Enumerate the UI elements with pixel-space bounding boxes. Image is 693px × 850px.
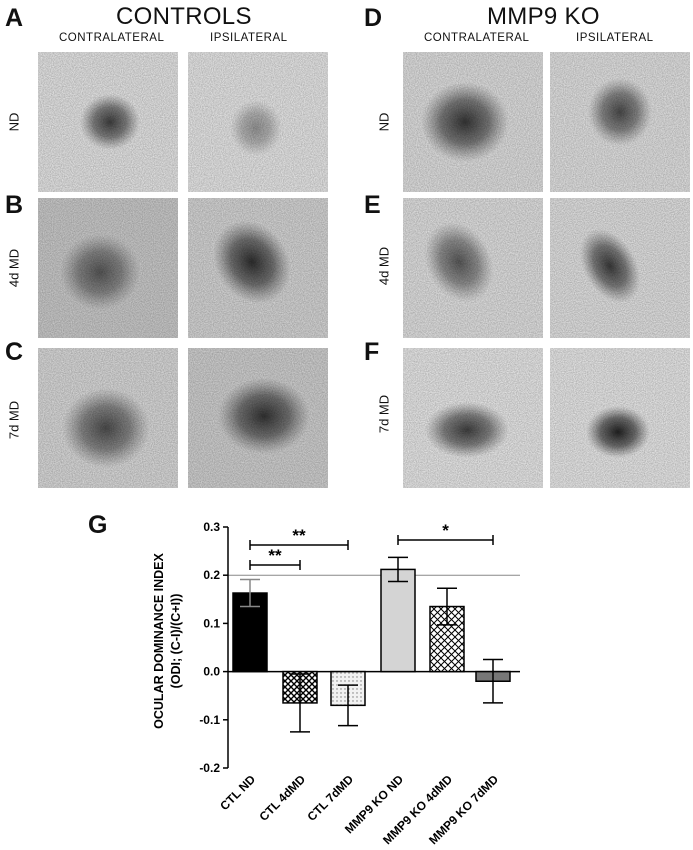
x-tick-label-1: CTL 4dMD (256, 772, 308, 824)
controls-title: CONTROLS (116, 3, 252, 30)
significance-label-1: ** (292, 526, 306, 545)
bar-3 (380, 568, 416, 673)
ko-ipsilateral-header: IPSILATERAL (576, 32, 654, 44)
y-tick-label: -0.2 (199, 761, 220, 775)
panel-label-c: C (5, 338, 24, 366)
significance-label-0: ** (268, 546, 282, 565)
tile-ko-nd-ipsi (550, 52, 690, 192)
tile-ko-4d-contra (403, 198, 543, 338)
y-tick-label: 0.1 (203, 616, 220, 630)
tile-ko-7d-ipsi (550, 348, 690, 488)
tile-ko-nd-contra (403, 52, 543, 192)
tile-ko-4d-ipsi (550, 198, 690, 338)
mmp9-ko-title: MMP9 KO (487, 3, 600, 30)
panel-label-g: G (88, 511, 108, 539)
y-axis-label-line2: (ODI; (C-I)/(C+I)) (169, 594, 183, 689)
panel-label-b: B (5, 191, 24, 219)
tile-controls-4d-contra (38, 198, 178, 338)
y-tick-label: 0.3 (203, 520, 220, 534)
tile-controls-nd-ipsi (188, 52, 328, 192)
y-tick-label: -0.1 (199, 713, 220, 727)
panel-label-e: E (364, 191, 381, 219)
significance-label-2: * (442, 521, 449, 540)
x-tick-label-0: CTL ND (217, 772, 258, 813)
tile-controls-7d-contra (38, 348, 178, 488)
panel-label-f: F (364, 338, 380, 366)
y-tick-label: 0.0 (203, 665, 220, 679)
controls-contralateral-header: CONTRALATERAL (59, 32, 165, 44)
tile-controls-nd-contra (38, 52, 178, 192)
y-tick-label: 0.2 (203, 568, 220, 582)
panel-label-a: A (5, 4, 24, 32)
y-axis-label-line1: OCULAR DOMINANCE INDEX (152, 552, 166, 728)
tile-controls-7d-ipsi (188, 348, 328, 488)
controls-ipsilateral-header: IPSILATERAL (210, 32, 288, 44)
tile-ko-7d-contra (403, 348, 543, 488)
x-tick-label-2: CTL 7dMD (304, 772, 356, 824)
ko-contralateral-header: CONTRALATERAL (424, 32, 530, 44)
tile-controls-4d-ipsi (188, 198, 328, 338)
panel-label-d: D (364, 4, 383, 32)
